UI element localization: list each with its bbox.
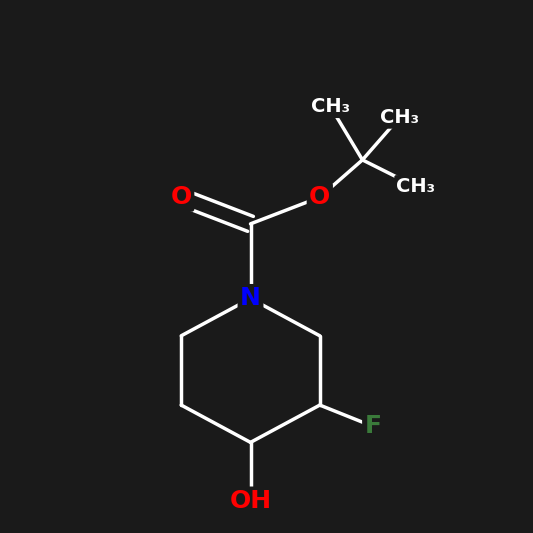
Text: F: F [365,414,382,439]
Text: CH₃: CH₃ [311,97,350,116]
Text: O: O [171,185,192,209]
Text: O: O [309,185,330,209]
Text: N: N [240,286,261,311]
Text: CH₃: CH₃ [396,177,435,196]
Text: CH₃: CH₃ [380,108,419,127]
Text: OH: OH [229,489,272,513]
